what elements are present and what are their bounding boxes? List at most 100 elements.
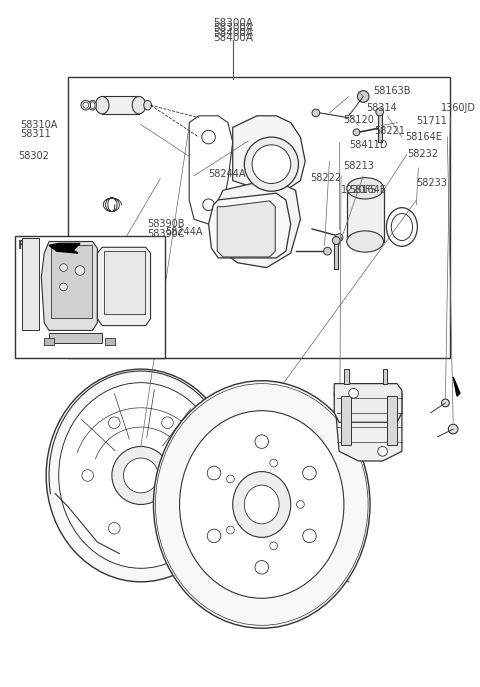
Circle shape (303, 466, 316, 480)
Circle shape (358, 91, 369, 102)
Text: 58164E: 58164E (349, 185, 385, 195)
Circle shape (252, 145, 291, 183)
Circle shape (112, 447, 170, 504)
Ellipse shape (144, 100, 152, 110)
Circle shape (333, 568, 341, 576)
Circle shape (75, 266, 85, 275)
Bar (49, 333, 102, 343)
Bar (68, 77, 450, 357)
Ellipse shape (347, 231, 384, 252)
Text: 58311: 58311 (20, 129, 51, 139)
Circle shape (442, 399, 449, 407)
Ellipse shape (90, 102, 95, 109)
Polygon shape (214, 183, 300, 268)
Bar (104, 251, 145, 314)
Ellipse shape (132, 96, 146, 114)
Ellipse shape (233, 471, 291, 537)
Circle shape (60, 264, 67, 271)
Circle shape (376, 108, 384, 116)
Text: 58400A: 58400A (213, 27, 253, 38)
Circle shape (123, 458, 158, 493)
Text: 58244A: 58244A (165, 227, 203, 237)
Text: 58390C: 58390C (148, 229, 185, 239)
Ellipse shape (244, 485, 279, 523)
Bar (51, 245, 92, 318)
Bar (344, 369, 349, 383)
Circle shape (244, 137, 299, 191)
Circle shape (353, 129, 360, 135)
Bar (387, 396, 397, 444)
Circle shape (81, 100, 91, 110)
Ellipse shape (96, 96, 109, 114)
Circle shape (255, 561, 268, 574)
Ellipse shape (391, 214, 412, 240)
Circle shape (255, 435, 268, 449)
Circle shape (108, 417, 120, 429)
Bar (105, 338, 115, 345)
Bar (341, 396, 351, 444)
Polygon shape (334, 383, 402, 461)
Circle shape (60, 283, 67, 291)
Polygon shape (334, 383, 402, 423)
Ellipse shape (180, 411, 344, 598)
Bar (347, 188, 384, 242)
Circle shape (297, 501, 304, 508)
Circle shape (202, 131, 216, 144)
Text: 58164E: 58164E (405, 132, 442, 142)
Text: 1220FS: 1220FS (341, 185, 377, 195)
Ellipse shape (154, 381, 370, 628)
Circle shape (349, 388, 359, 398)
Text: 58232: 58232 (407, 150, 438, 159)
Text: 58222: 58222 (310, 172, 341, 183)
Text: 58300A: 58300A (213, 23, 253, 33)
Circle shape (108, 522, 120, 534)
Circle shape (270, 542, 277, 550)
Bar (15, 236, 165, 359)
Ellipse shape (89, 100, 96, 110)
Text: 58390B: 58390B (148, 219, 185, 229)
Circle shape (82, 470, 94, 482)
Bar (102, 96, 139, 114)
Polygon shape (233, 116, 305, 190)
Polygon shape (49, 243, 80, 253)
Wedge shape (141, 442, 238, 508)
Text: 1360JD: 1360JD (441, 103, 476, 113)
Circle shape (303, 529, 316, 543)
Bar (334, 242, 338, 269)
Circle shape (270, 459, 277, 467)
Text: 58400A: 58400A (213, 33, 253, 43)
Text: 58120: 58120 (343, 115, 374, 124)
Ellipse shape (59, 383, 223, 568)
Circle shape (324, 247, 331, 255)
Polygon shape (453, 377, 460, 396)
Polygon shape (217, 201, 275, 257)
Circle shape (162, 417, 173, 429)
Bar (44, 338, 54, 345)
Bar (378, 113, 382, 142)
Text: FR.: FR. (18, 239, 40, 252)
Circle shape (332, 236, 340, 245)
Text: 58300A: 58300A (213, 18, 253, 28)
Ellipse shape (46, 369, 236, 582)
Ellipse shape (347, 178, 384, 199)
Polygon shape (41, 242, 97, 330)
Circle shape (448, 425, 458, 434)
Text: 58163B: 58163B (373, 86, 410, 95)
Circle shape (335, 234, 343, 242)
Circle shape (378, 447, 387, 456)
Circle shape (227, 526, 234, 534)
Bar (383, 369, 387, 383)
Text: 51711: 51711 (417, 115, 447, 126)
Text: 58213: 58213 (343, 161, 374, 171)
Text: 58302: 58302 (18, 151, 49, 161)
Text: 58411D: 58411D (349, 140, 387, 150)
Circle shape (227, 475, 234, 483)
Text: 58221: 58221 (374, 126, 405, 136)
Circle shape (188, 470, 200, 482)
Polygon shape (22, 238, 39, 330)
Circle shape (207, 529, 221, 543)
Circle shape (312, 109, 320, 117)
Text: 58314: 58314 (366, 103, 397, 113)
Polygon shape (208, 193, 291, 258)
Circle shape (207, 466, 221, 480)
